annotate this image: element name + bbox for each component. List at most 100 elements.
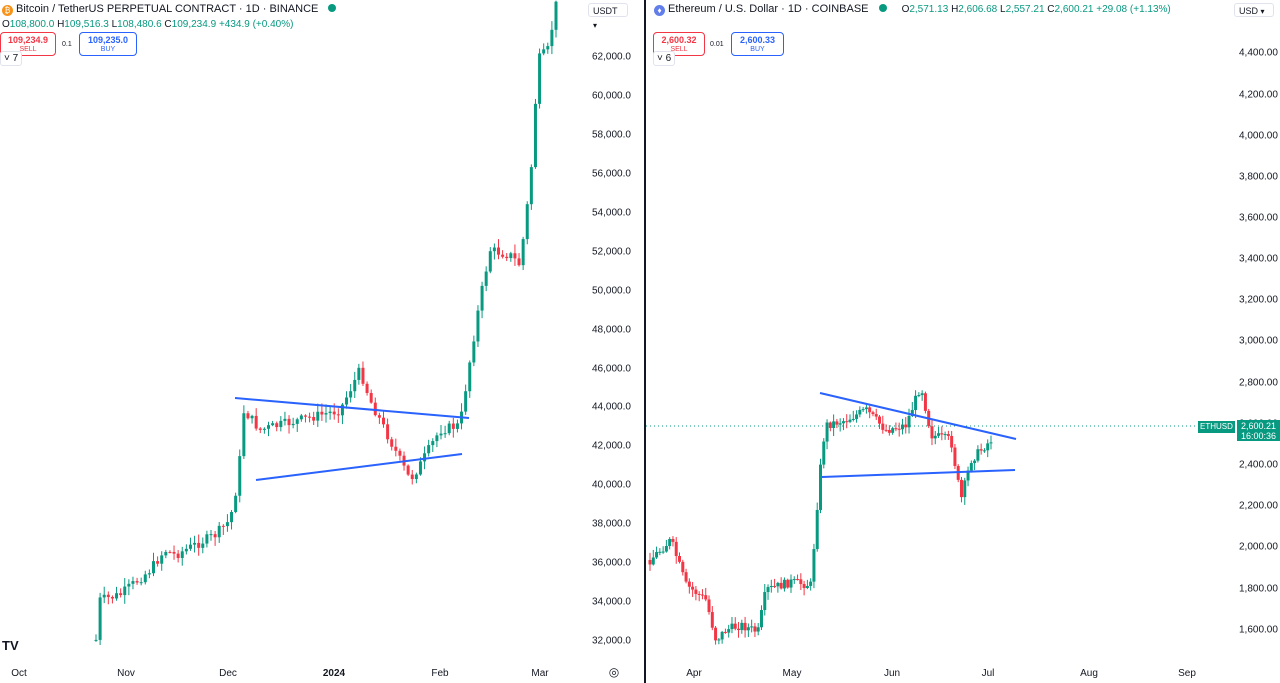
eth-candle (897, 428, 901, 430)
btc-price-axis-tick: 58,000.0 (592, 129, 631, 141)
btc-candle (447, 423, 451, 434)
btc-candle (287, 418, 291, 426)
btc-candle (106, 594, 110, 598)
market-open-icon (878, 4, 887, 12)
btc-price-axis-tick: 42,000.0 (592, 440, 631, 452)
eth-candle (661, 551, 665, 553)
btc-candle (476, 310, 480, 342)
eth-legend: ♦ Ethereum / U.S. Dollar · 1D · COINBASE … (654, 3, 1171, 16)
eth-candle (858, 409, 862, 415)
btc-candle (542, 49, 546, 54)
btc-candle (176, 553, 180, 558)
btc-indicators-toggle[interactable]: ˅ 7 (0, 51, 23, 66)
eth-price-chart[interactable] (646, 0, 1280, 683)
eth-title[interactable]: Ethereum / U.S. Dollar · 1D · COINBASE (668, 3, 869, 15)
btc-candle (201, 543, 205, 548)
eth-candle (825, 422, 829, 442)
btc-candle (123, 586, 127, 596)
eth-candle (714, 627, 718, 641)
eth-candle (953, 447, 957, 466)
eth-price-axis-tick: 3,000.00 (1239, 335, 1278, 347)
btc-candle (312, 417, 316, 421)
btc-title[interactable]: Bitcoin / TetherUS PERPETUAL CONTRACT · … (16, 3, 319, 15)
btc-candle (110, 597, 114, 599)
eth-candle (835, 421, 839, 425)
btc-trendline-lower (255, 453, 463, 481)
btc-candle (184, 548, 188, 552)
eth-candle (812, 549, 816, 582)
btc-candle (361, 367, 365, 384)
btc-candle (394, 446, 398, 451)
eth-buy-button[interactable]: 2,600.33 BUY (731, 32, 784, 56)
btc-candle (365, 383, 369, 393)
btc-candle (127, 583, 131, 587)
eth-candle (894, 428, 898, 430)
btc-time-axis-tick: Nov (117, 668, 135, 679)
bitcoin-icon: ₿ (2, 5, 13, 16)
eth-last-price-tag: 2,600.21 16:00:36 (1237, 420, 1280, 441)
settings-icon[interactable]: ◎ (608, 665, 620, 679)
eth-candle (805, 585, 809, 589)
eth-candle (743, 622, 747, 631)
tradingview-logo[interactable]: TV (2, 638, 19, 653)
chevron-down-icon: ▾ (593, 21, 598, 30)
btc-candle (480, 285, 484, 311)
btc-currency-select[interactable]: USDT ▾ (588, 3, 628, 30)
btc-candle (509, 253, 513, 259)
btc-candle (324, 413, 328, 415)
btc-candle (538, 53, 542, 104)
eth-candle (946, 434, 950, 436)
btc-candle (423, 453, 427, 462)
eth-chart-pane[interactable]: ♦ Ethereum / U.S. Dollar · 1D · COINBASE … (646, 0, 1280, 683)
btc-spread: 0.1 (62, 41, 72, 48)
eth-indicators-toggle[interactable]: ˅ 6 (653, 51, 676, 66)
eth-price-axis-tick: 3,800.00 (1239, 171, 1278, 183)
eth-candle (746, 627, 750, 631)
eth-candle (674, 541, 678, 556)
eth-candle (933, 435, 937, 439)
eth-candle (684, 572, 688, 582)
btc-candle (484, 271, 488, 286)
btc-price-axis-tick: 32,000.0 (592, 635, 631, 647)
btc-candle (234, 495, 238, 513)
eth-candle (651, 557, 655, 565)
btc-candle (328, 411, 332, 414)
ethereum-icon: ♦ (654, 5, 665, 16)
eth-candle (727, 629, 731, 633)
eth-candle (923, 393, 927, 411)
btc-buy-button[interactable]: 109,235.0 BUY (79, 32, 137, 56)
eth-price-axis-tick: 2,200.00 (1239, 500, 1278, 512)
btc-candle (398, 450, 402, 456)
eth-candle (848, 419, 852, 422)
eth-currency-select[interactable]: USD ▾ (1234, 3, 1274, 17)
eth-candle (766, 587, 770, 593)
btc-candle (279, 420, 283, 428)
eth-candle (841, 421, 845, 424)
eth-candle (789, 579, 793, 588)
eth-candle (950, 435, 954, 448)
btc-price-axis-tick: 44,000.0 (592, 401, 631, 413)
btc-price-chart[interactable] (0, 0, 644, 683)
eth-candle (851, 418, 855, 420)
pane-divider[interactable] (644, 0, 646, 683)
eth-candle (819, 464, 822, 510)
btc-candle (98, 597, 102, 640)
btc-candle (431, 441, 435, 446)
eth-candle (799, 579, 803, 585)
eth-candle (740, 622, 744, 631)
eth-candle (664, 546, 668, 552)
eth-candle (782, 579, 786, 589)
eth-candle (986, 443, 990, 451)
eth-candle (855, 414, 859, 419)
btc-chart-pane[interactable]: ₿ Bitcoin / TetherUS PERPETUAL CONTRACT ·… (0, 0, 644, 683)
market-open-icon (328, 4, 337, 12)
eth-time-axis-tick: Sep (1178, 668, 1196, 679)
eth-time-axis-tick: Apr (686, 668, 702, 679)
btc-candle (525, 204, 529, 240)
eth-candle (979, 449, 983, 451)
btc-candle (529, 167, 533, 205)
btc-candle (164, 551, 168, 556)
btc-price-axis-tick: 54,000.0 (592, 207, 631, 219)
eth-candle (753, 626, 757, 632)
btc-time-axis-tick: 2024 (322, 668, 346, 679)
